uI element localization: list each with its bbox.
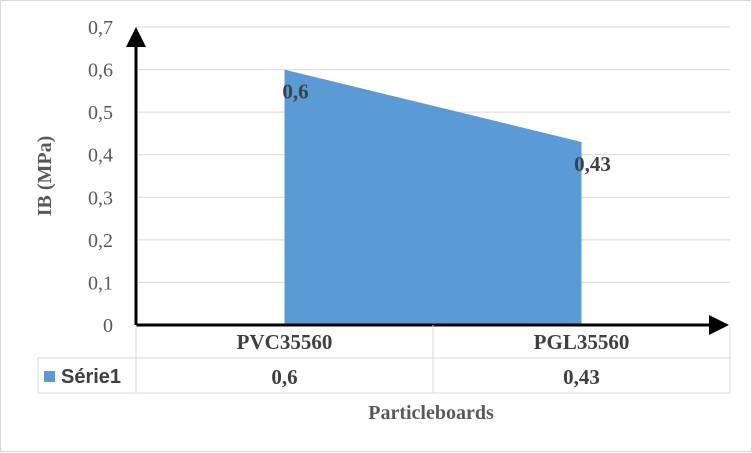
y-tick-label: 0,4 [88,145,113,167]
y-tick-label: 0,1 [88,272,113,294]
y-tick-label: 0 [103,315,113,337]
x-axis-arrow [709,315,729,335]
y-axis-title: IB (MPa) [34,136,56,217]
data-label: 0,43 [574,152,611,176]
series-area-serie1 [284,69,582,325]
table-value: 0,6 [271,365,297,389]
table-values: 0,6 0,43 [271,365,600,389]
y-tick-label: 0,2 [88,230,113,252]
category-label: PVC35560 [237,330,333,354]
y-tick-label: 0,3 [88,187,113,209]
data-labels: 0,6 0,43 [282,80,611,176]
x-axis-title: Particleboards [368,402,494,424]
table-value: 0,43 [563,365,600,389]
legend-series-name: Série1 [61,366,121,388]
y-tick-labels: 0 0,1 0,2 0,3 0,4 0,5 0,6 0,7 [88,17,113,337]
category-label: PGL35560 [534,330,630,354]
y-axis-arrow [126,27,146,47]
data-label: 0,6 [282,80,308,104]
y-tick-label: 0,5 [88,102,113,124]
y-tick-label: 0,7 [88,17,113,39]
data-table: PVC35560 PGL35560 Série1 0,6 0,43 [37,325,731,394]
legend-key [44,371,55,382]
category-labels: PVC35560 PGL35560 [237,330,630,354]
y-tick-label: 0,6 [88,60,113,82]
